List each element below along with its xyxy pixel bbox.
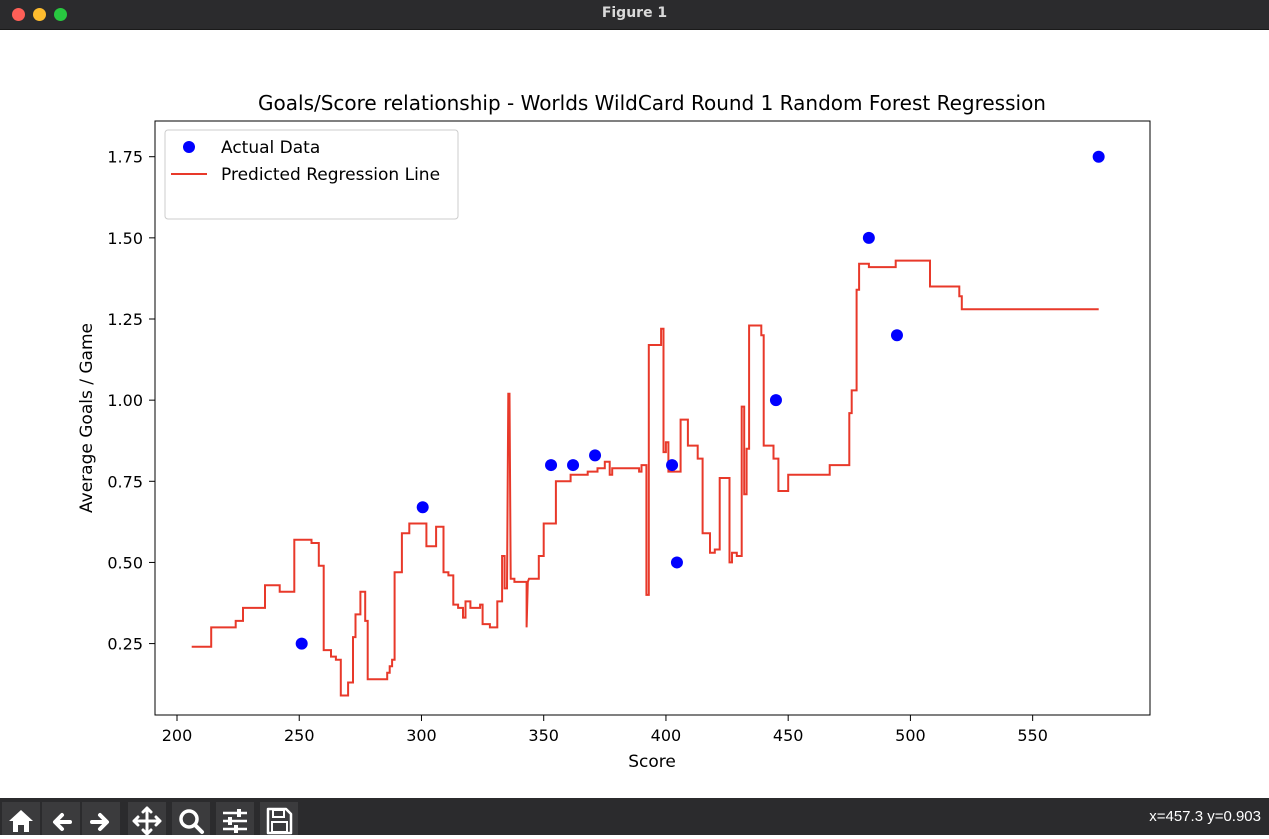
data-point — [589, 449, 602, 462]
y-tick-label: 0.25 — [107, 635, 143, 654]
zoom-button[interactable] — [172, 802, 211, 835]
data-point — [862, 231, 875, 244]
plot-svg[interactable]: Goals/Score relationship - Worlds WildCa… — [0, 30, 1269, 798]
configure-subplots-button[interactable] — [216, 802, 255, 835]
x-tick-label: 500 — [895, 726, 926, 745]
data-point — [295, 637, 308, 650]
forward-arrow-icon — [90, 813, 109, 831]
y-axis-ticks: 0.25 0.50 0.75 1.00 1.25 1.50 1.75 — [107, 148, 155, 654]
y-axis-label: Average Goals / Game — [77, 323, 97, 513]
save-button[interactable] — [260, 802, 299, 835]
y-tick-label: 1.50 — [107, 229, 143, 248]
y-tick-label: 1.00 — [107, 391, 143, 410]
legend-box — [164, 129, 459, 220]
window-titlebar: Figure 1 — [0, 0, 1269, 30]
y-tick-label: 0.50 — [107, 553, 143, 572]
figure-canvas[interactable]: Goals/Score relationship - Worlds WildCa… — [0, 30, 1269, 798]
data-point — [890, 329, 903, 342]
minimize-window-button[interactable] — [33, 8, 46, 21]
legend-label-predicted: Predicted Regression Line — [221, 165, 440, 185]
data-point — [666, 459, 679, 472]
data-point — [670, 556, 683, 569]
data-point — [545, 459, 558, 472]
configure-subplots-icon — [223, 809, 247, 833]
x-tick-label: 200 — [162, 726, 193, 745]
regression-line — [191, 259, 1099, 697]
scatter-points — [295, 150, 1105, 650]
pan-icon — [132, 806, 162, 836]
legend-label-actual: Actual Data — [221, 138, 320, 158]
data-point — [567, 459, 580, 472]
window-title: Figure 1 — [601, 5, 668, 21]
y-tick-label: 1.25 — [107, 310, 143, 329]
x-axis-label: Score — [628, 752, 676, 772]
home-icon — [9, 810, 33, 832]
pan-button[interactable] — [128, 802, 167, 836]
x-tick-label: 450 — [773, 726, 804, 745]
forward-button[interactable] — [82, 802, 121, 835]
cursor-coordinates: x=457.3 y=0.903 — [1149, 808, 1261, 825]
close-window-button[interactable] — [12, 8, 25, 21]
x-tick-label: 250 — [284, 726, 315, 745]
plot-frame — [154, 120, 1151, 716]
legend: Actual Data Predicted Regression Line — [164, 129, 459, 220]
data-point — [769, 394, 782, 407]
back-button[interactable] — [42, 802, 81, 835]
save-icon — [266, 807, 293, 835]
x-tick-label: 400 — [651, 726, 682, 745]
matplotlib-toolbar: x=457.3 y=0.903 — [0, 798, 1269, 836]
x-tick-label: 300 — [406, 726, 437, 745]
zoom-window-button[interactable] — [54, 8, 67, 21]
data-point — [1092, 150, 1105, 163]
y-tick-label: 1.75 — [107, 148, 143, 167]
data-point — [416, 501, 429, 514]
x-axis-ticks: 200 250 300 350 400 450 500 550 — [162, 715, 1048, 745]
legend-marker-actual — [183, 141, 195, 153]
home-button[interactable] — [2, 802, 41, 835]
zoom-icon — [179, 809, 204, 834]
y-tick-label: 0.75 — [107, 472, 143, 491]
x-tick-label: 350 — [528, 726, 559, 745]
chart-title: Goals/Score relationship - Worlds WildCa… — [258, 91, 1046, 115]
back-arrow-icon — [53, 813, 72, 831]
x-tick-label: 550 — [1017, 726, 1048, 745]
